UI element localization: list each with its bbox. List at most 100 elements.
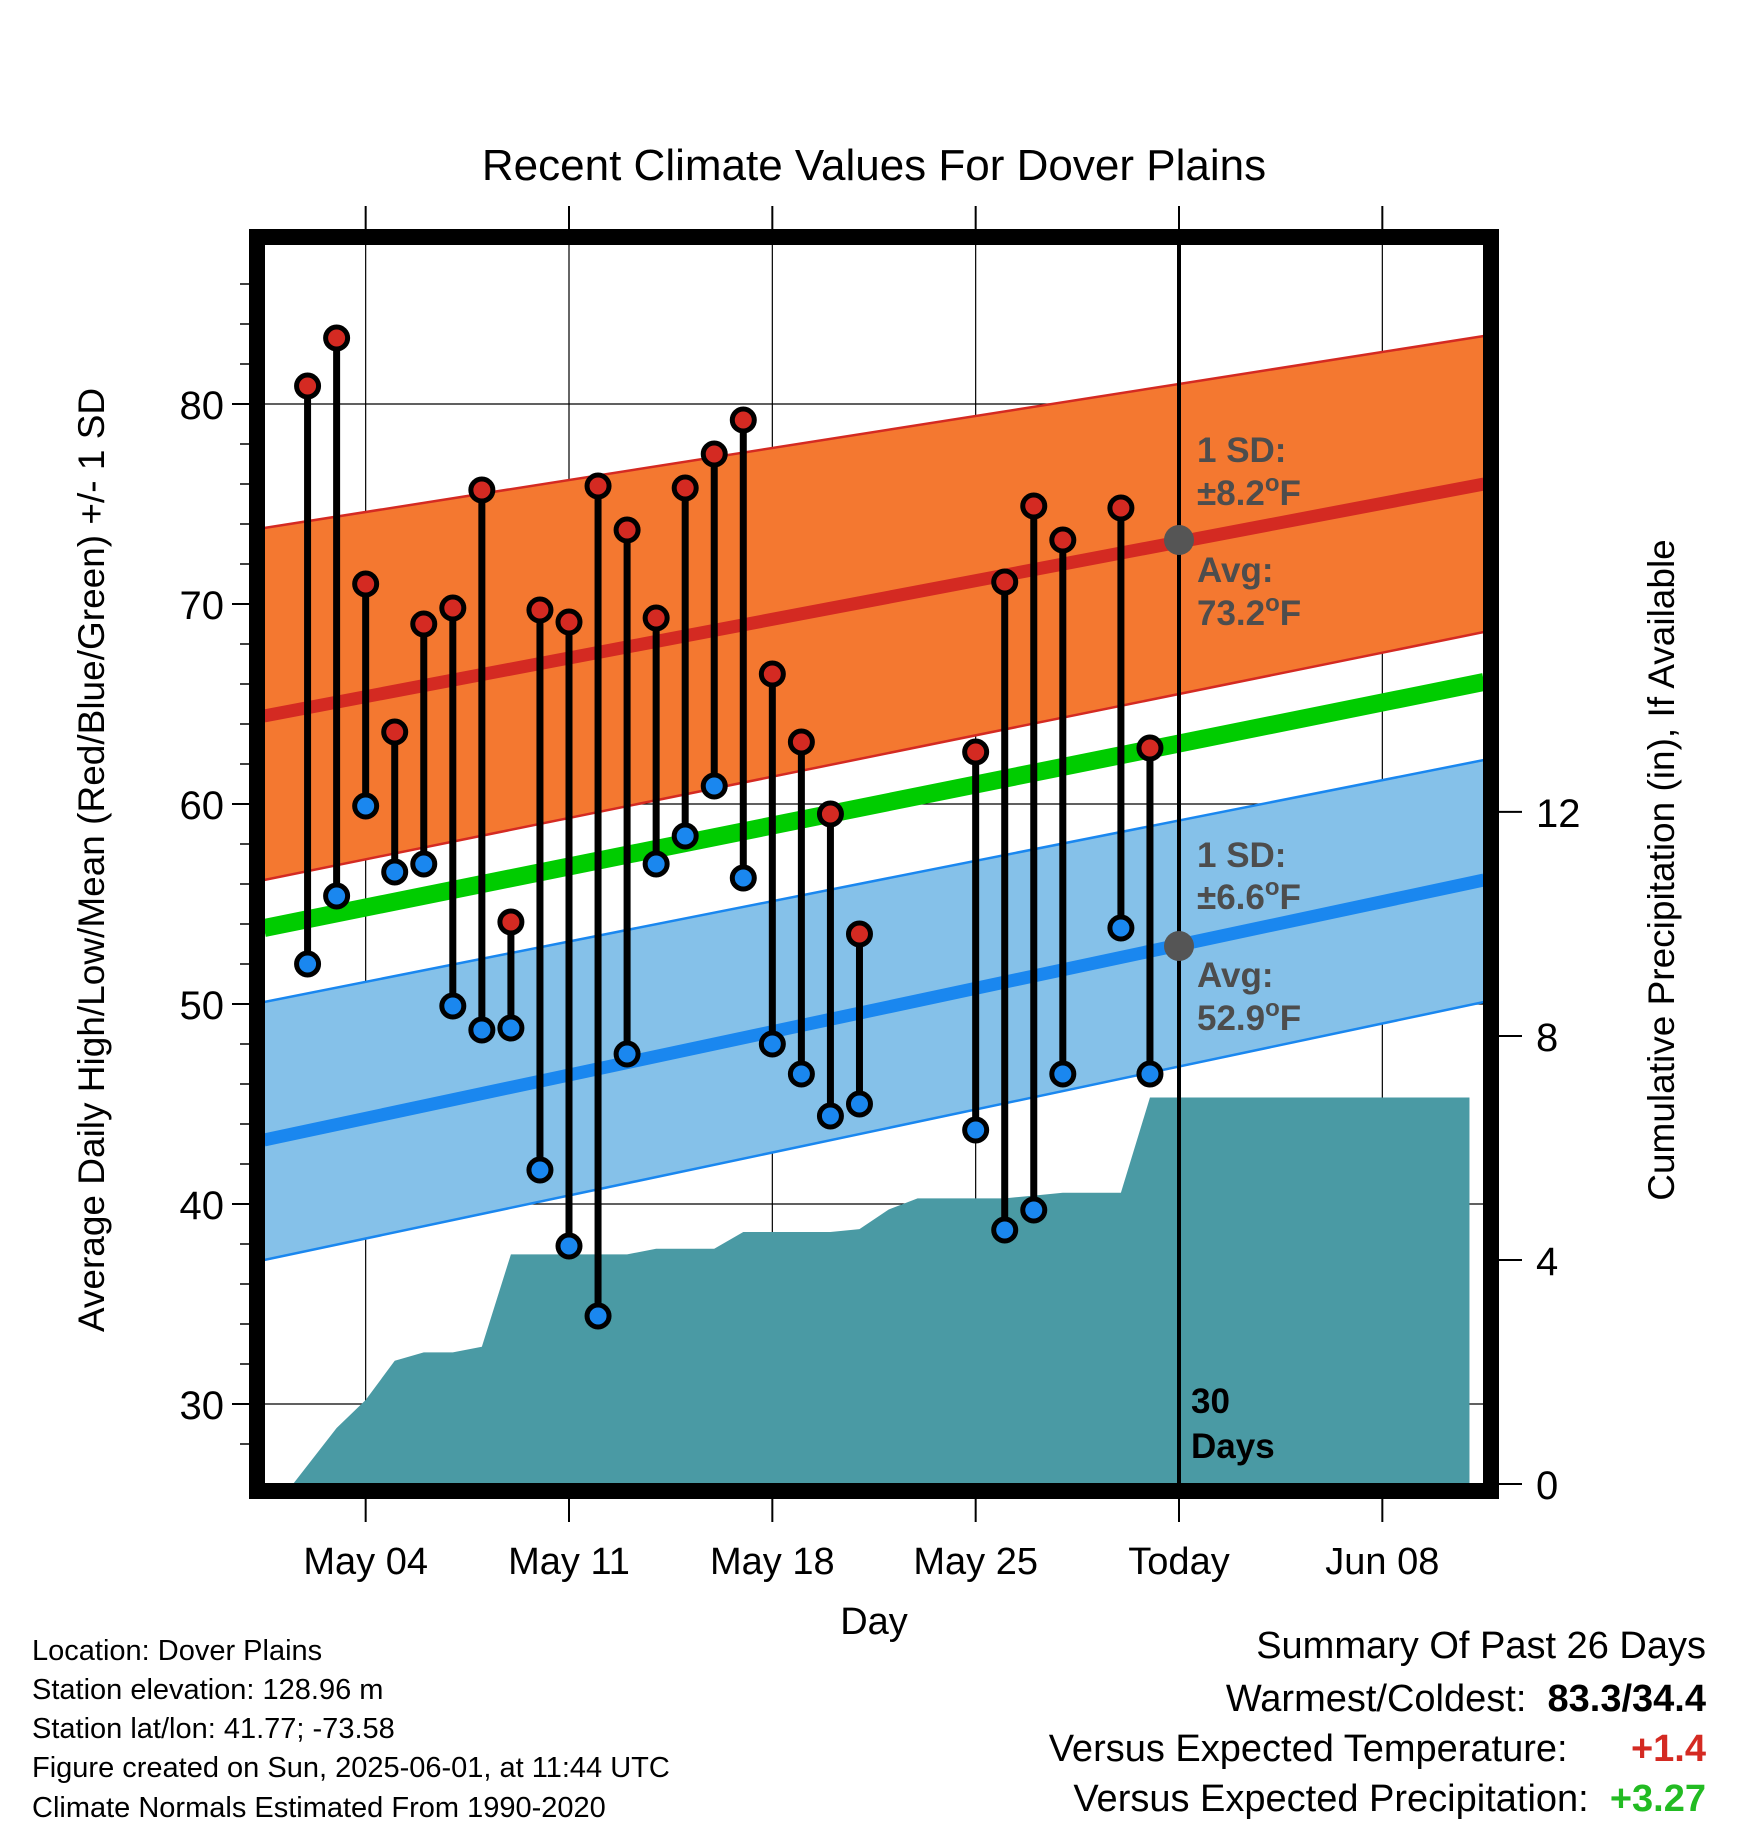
- low-sd-band-upper-edge: [264, 758, 1484, 1004]
- left-axis-label: Average Daily High/Low/Mean (Red/Blue/Gr…: [71, 388, 112, 1332]
- right-tick-label: 8: [1536, 1016, 1558, 1060]
- low-temp-point: [410, 850, 438, 878]
- low-temp-point: [381, 858, 409, 886]
- low-temp-point: [671, 822, 699, 850]
- high-temp-point: [787, 728, 815, 756]
- mean-normal-line: [264, 673, 1484, 937]
- low-temp-point: [962, 1116, 990, 1144]
- high-temp-point: [991, 568, 1019, 596]
- high-temp-point: [497, 908, 525, 936]
- plot-frame: [249, 229, 1499, 1499]
- low-temp-point: [700, 772, 728, 800]
- high-temp-point: [526, 596, 554, 624]
- low-temp-point: [526, 1156, 554, 1184]
- low-temp-point: [787, 1060, 815, 1088]
- window-count-label: 30: [1191, 1382, 1230, 1421]
- high-temp-point: [845, 920, 873, 948]
- high-temp-point: [642, 604, 670, 632]
- station-location: Location: Dover Plains: [32, 1635, 323, 1667]
- low-sd-band-lower-edge: [264, 1000, 1484, 1262]
- low-temp-point: [613, 1040, 641, 1068]
- high-temp-point: [729, 406, 757, 434]
- low-temp-point: [642, 850, 670, 878]
- high-temp-point: [962, 738, 990, 766]
- precip-label: Versus Expected Precipitation:: [1073, 1778, 1589, 1820]
- high-temp-point: [584, 472, 612, 500]
- station-latlon: Station lat/lon: 41.77; -73.58: [32, 1713, 395, 1745]
- high-temp-point: [613, 516, 641, 544]
- low-temp-point: [758, 1030, 786, 1058]
- window-days-label: Days: [1191, 1427, 1275, 1466]
- x-tick-label: May 04: [303, 1541, 428, 1583]
- high-sd-band-lower-edge: [264, 630, 1484, 882]
- low-temp-point: [845, 1090, 873, 1118]
- low-temp-point: [816, 1102, 844, 1130]
- low-temp-point: [729, 864, 757, 892]
- high-avg-marker: [1164, 525, 1194, 555]
- high-avg-value: 73.2oF: [1197, 590, 1301, 633]
- station-elevation: Station elevation: 128.96 m: [32, 1674, 384, 1706]
- left-tick-label: 60: [180, 784, 225, 828]
- high-temp-point: [1107, 494, 1135, 522]
- precipitation-area: [293, 1097, 1470, 1484]
- high-temp-point: [352, 570, 380, 598]
- high-sd-label: 1 SD:: [1197, 431, 1286, 470]
- high-temp-point: [1049, 526, 1077, 554]
- plot-inner: [264, 244, 1484, 1484]
- climate-normals: Climate Normals Estimated From 1990-2020: [32, 1792, 606, 1824]
- low-temp-point: [584, 1302, 612, 1330]
- low-normal-line: [264, 873, 1484, 1147]
- high-sd-band-upper-edge: [264, 334, 1484, 530]
- left-tick-label: 50: [180, 984, 225, 1028]
- low-temp-point: [352, 792, 380, 820]
- precip-anomaly-value: +3.27: [1609, 1778, 1706, 1820]
- high-temp-point: [816, 800, 844, 828]
- left-tick-label: 40: [180, 1184, 225, 1228]
- x-tick-label: May 11: [508, 1541, 630, 1583]
- left-tick-label: 80: [180, 384, 225, 428]
- high-temp-point: [323, 324, 351, 352]
- x-tick-label: Today: [1128, 1541, 1229, 1583]
- high-temp-point: [671, 474, 699, 502]
- figure-created: Figure created on Sun, 2025-06-01, at 11…: [32, 1752, 670, 1784]
- high-temp-point: [381, 718, 409, 746]
- low-sd-value: ±6.6oF: [1197, 874, 1301, 917]
- right-axis-label: Cumulative Precipitation (in), If Availa…: [1641, 539, 1682, 1201]
- x-tick-label: Jun 08: [1325, 1541, 1439, 1583]
- summary-precip: Versus Expected Precipitation: +3.27: [1073, 1780, 1706, 1818]
- low-temp-point: [1049, 1060, 1077, 1088]
- low-temp-point: [555, 1232, 583, 1260]
- low-temp-point: [294, 950, 322, 978]
- high-temp-point: [410, 610, 438, 638]
- high-temp-point: [468, 476, 496, 504]
- low-temp-point: [1020, 1196, 1048, 1224]
- low-avg-label: Avg:: [1197, 956, 1273, 995]
- right-tick-label: 4: [1536, 1240, 1558, 1284]
- right-tick-label: 0: [1536, 1464, 1558, 1508]
- low-avg-marker: [1164, 931, 1194, 961]
- left-tick-label: 70: [180, 584, 225, 628]
- x-tick-label: May 25: [913, 1541, 1038, 1583]
- low-sd-label: 1 SD:: [1197, 836, 1286, 875]
- low-temp-point: [1107, 914, 1135, 942]
- x-axis-label: Day: [840, 1601, 908, 1643]
- summary-temp: Versus Expected Temperature: +1.4: [1049, 1730, 1706, 1768]
- high-avg-label: Avg:: [1197, 551, 1273, 590]
- temp-label: Versus Expected Temperature:: [1048, 1728, 1568, 1770]
- chart-title: Recent Climate Values For Dover Plains: [482, 141, 1266, 190]
- high-temp-point: [700, 440, 728, 468]
- low-temp-point: [323, 882, 351, 910]
- high-temp-point: [758, 660, 786, 688]
- warm-cold-label: Warmest/Coldest:: [1225, 1678, 1527, 1720]
- high-temp-point: [294, 372, 322, 400]
- high-sd-value: ±8.2oF: [1197, 470, 1301, 513]
- low-temp-point: [468, 1016, 496, 1044]
- warm-cold-value: 83.3/34.4: [1547, 1678, 1706, 1720]
- high-temp-point: [1020, 492, 1048, 520]
- low-temp-point: [497, 1014, 525, 1042]
- high-temp-point: [555, 608, 583, 636]
- temp-anomaly-value: +1.4: [1630, 1728, 1706, 1770]
- right-tick-label: 12: [1536, 792, 1581, 836]
